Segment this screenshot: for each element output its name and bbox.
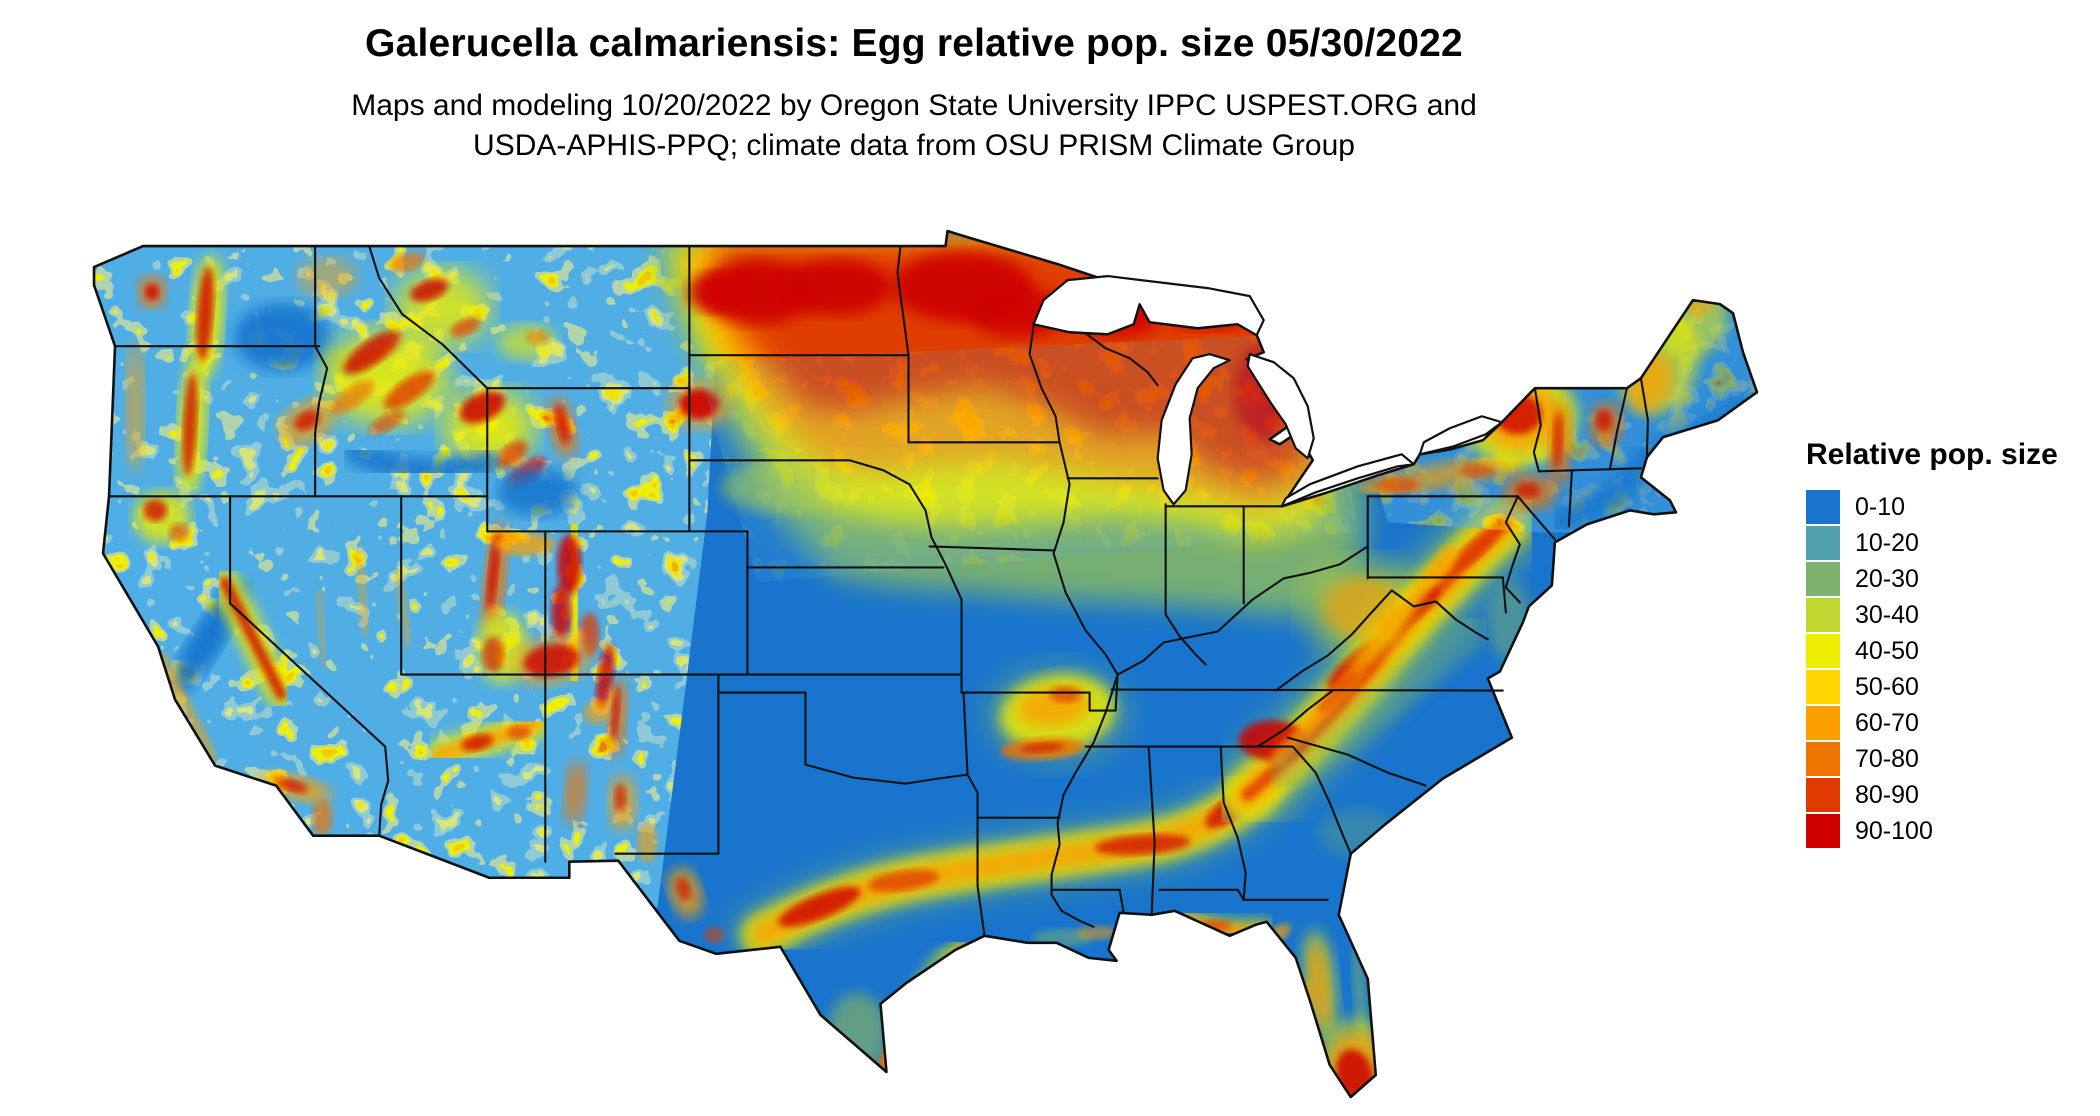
legend-label: 80-90 — [1855, 780, 1919, 809]
title-block: Galerucella calmariensis: Egg relative p… — [57, 22, 1771, 165]
legend-row: 60-70 — [1806, 705, 2058, 741]
legend-row: 40-50 — [1806, 633, 2058, 669]
legend-swatch — [1806, 778, 1840, 812]
legend-label: 30-40 — [1855, 600, 1919, 629]
legend-row: 80-90 — [1806, 777, 2058, 813]
legend-swatch — [1806, 490, 1840, 524]
us-map-svg — [92, 229, 1759, 1099]
legend-swatch — [1806, 634, 1840, 668]
legend-row: 20-30 — [1806, 561, 2058, 597]
legend-swatch — [1806, 562, 1840, 596]
map-subtitle-line2: USDA-APHIS-PPQ; climate data from OSU PR… — [473, 128, 1355, 162]
legend-row: 10-20 — [1806, 525, 2058, 561]
legend-rows: 0-10 10-20 20-30 30-40 40-50 50-60 60-70 70-80 8… — [1806, 489, 2058, 849]
legend-label: 10-20 — [1855, 528, 1919, 557]
legend-swatch — [1806, 706, 1840, 740]
lake-michigan — [1156, 353, 1231, 506]
legend-swatch — [1806, 598, 1840, 632]
legend-label: 60-70 — [1855, 708, 1919, 737]
legend-label: 90-100 — [1855, 816, 1933, 845]
legend-swatch — [1806, 742, 1840, 776]
legend-label: 40-50 — [1855, 636, 1919, 665]
legend-swatch — [1806, 814, 1840, 848]
legend-swatch — [1806, 670, 1840, 704]
state-borders — [107, 245, 1649, 937]
legend-row: 70-80 — [1806, 741, 2058, 777]
us-choropleth-map — [57, 192, 1771, 1104]
legend: Relative pop. size 0-10 10-20 20-30 30-40 40… — [1806, 438, 2058, 849]
legend-row: 50-60 — [1806, 669, 2058, 705]
great-lakes — [1032, 274, 1503, 508]
map-subtitle-line1: Maps and modeling 10/20/2022 by Oregon S… — [351, 89, 1477, 122]
map-title: Galerucella calmariensis: Egg relative p… — [365, 22, 1463, 65]
legend-row: 30-40 — [1806, 597, 2058, 633]
legend-title: Relative pop. size — [1806, 438, 2058, 471]
legend-swatch — [1806, 526, 1840, 560]
legend-label: 50-60 — [1855, 672, 1919, 701]
legend-label: 70-80 — [1855, 744, 1919, 773]
lake-superior — [1032, 274, 1265, 337]
lake-huron — [1246, 353, 1315, 460]
lake-ontario — [1418, 415, 1503, 456]
lake-erie — [1280, 453, 1415, 508]
legend-row: 0-10 — [1806, 489, 2058, 525]
legend-label: 20-30 — [1855, 564, 1919, 593]
legend-label: 0-10 — [1855, 492, 1906, 521]
legend-row: 90-100 — [1806, 813, 2058, 849]
